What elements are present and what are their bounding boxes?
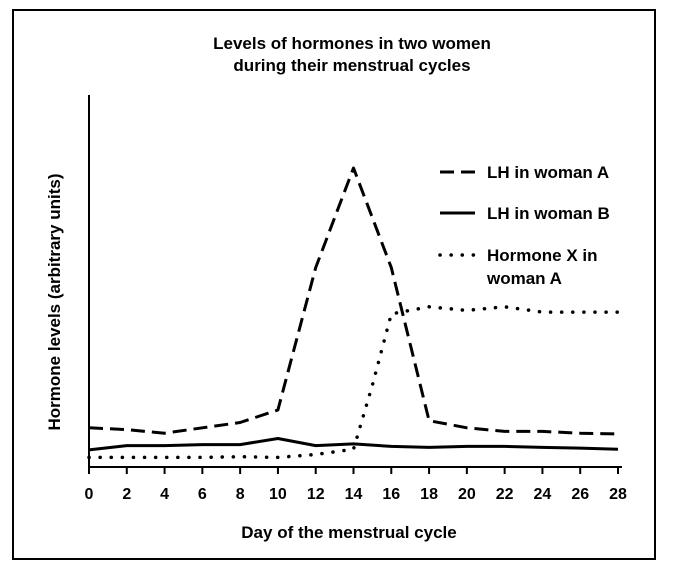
x-tick-label: 18 [420,486,438,503]
x-tick-label: 24 [534,486,552,503]
x-tick-label: 16 [382,486,400,503]
y-axis-label: Hormone levels (arbitrary units) [45,174,64,431]
chart-title-line2: during their menstrual cycles [233,56,470,75]
x-tick-label: 12 [307,486,325,503]
x-tick-label: 10 [269,486,287,503]
x-tick-label: 22 [496,486,514,503]
x-tick-label: 2 [122,486,131,503]
x-tick-label: 28 [609,486,627,503]
x-tick-label: 26 [571,486,589,503]
plot-lines [87,166,620,460]
legend-label-lh-woman-b: LH in woman B [487,204,610,223]
series-hormone-x-woman-a [87,305,620,460]
series-lh-woman-b [88,437,619,452]
x-ticks: 0 2 4 6 8 10 12 14 16 18 20 22 24 26 28 [85,467,627,503]
chart-frame [12,9,656,560]
chart-title-line1: Levels of hormones in two women [213,34,491,53]
x-tick-label: 14 [345,486,363,503]
x-axis-label: Day of the menstrual cycle [241,523,456,542]
x-tick-label: 4 [160,486,169,503]
x-tick-label: 8 [236,486,245,503]
legend-label-lh-woman-a: LH in woman A [487,163,609,182]
series-lh-woman-a [88,166,619,436]
x-tick-label: 20 [458,486,476,503]
legend-label-hormone-x-line1: Hormone X in [487,246,598,265]
legend: LH in woman A LH in woman B Hormone X in… [438,163,610,288]
x-tick-label: 6 [198,486,207,503]
legend-label-hormone-x-line2: woman A [486,269,562,288]
x-tick-label: 0 [85,486,94,503]
